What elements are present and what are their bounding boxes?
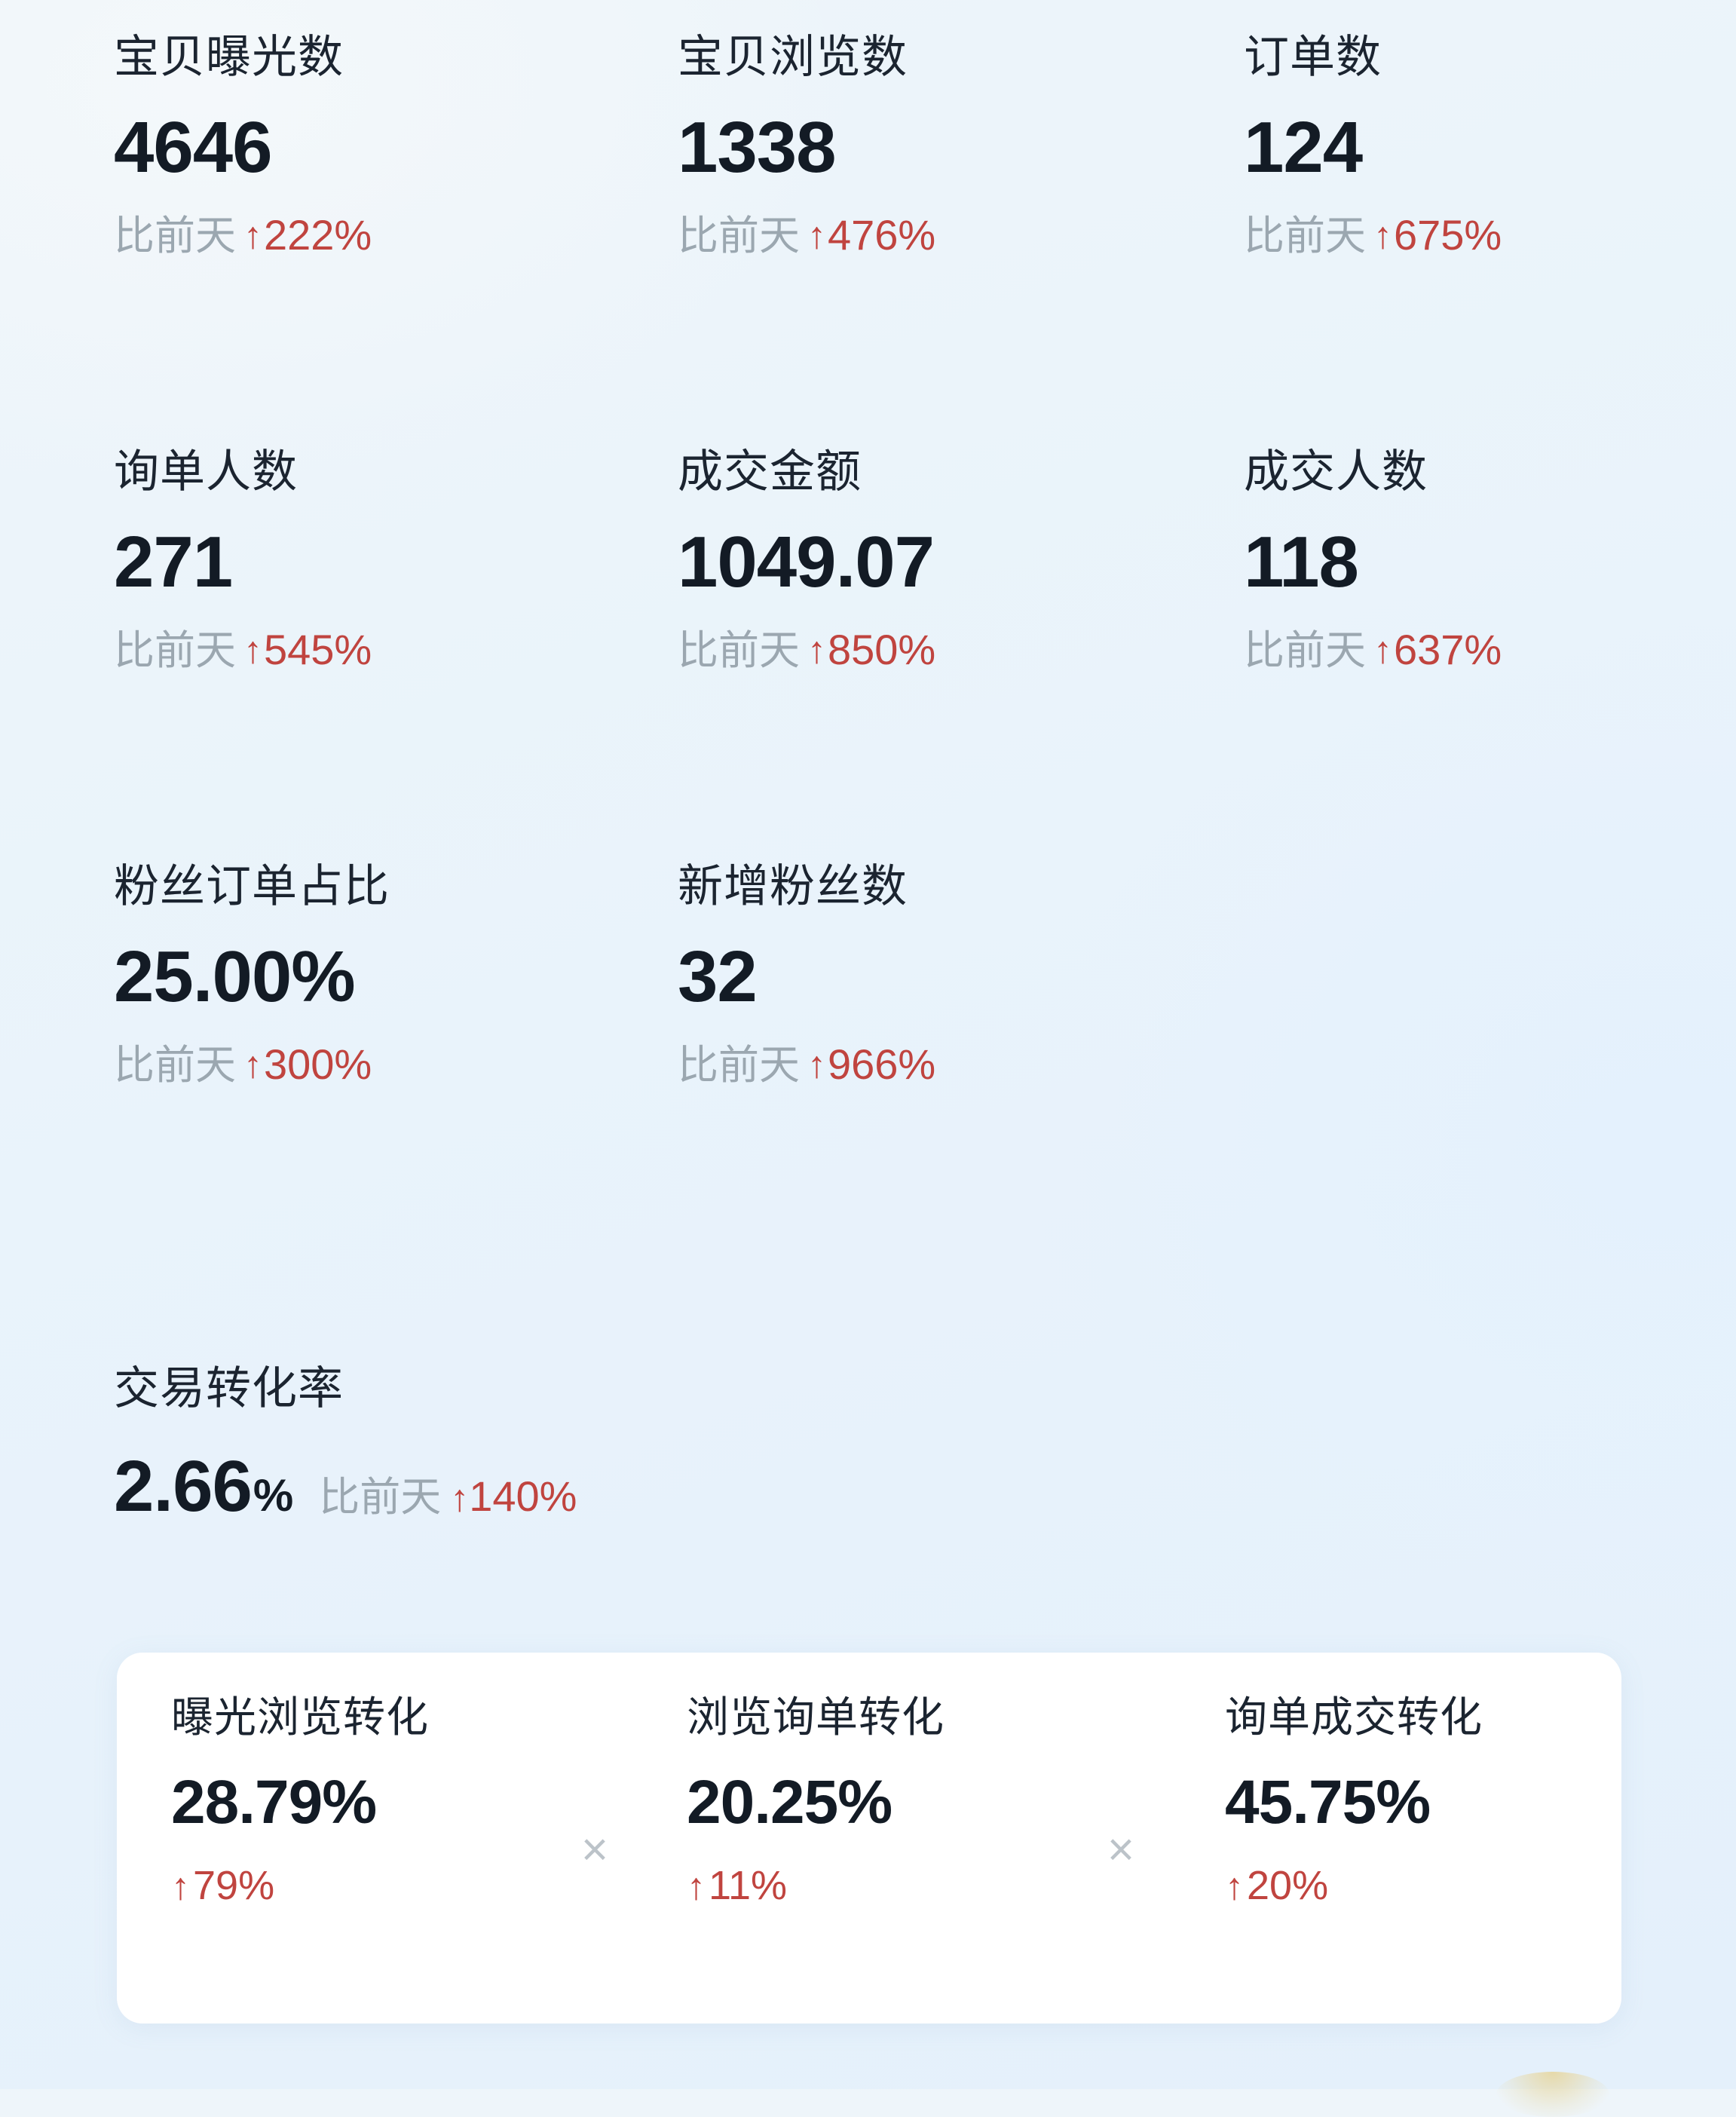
metric-label: 订单数 — [1244, 32, 1382, 82]
decorative-shape — [1496, 2072, 1609, 2117]
funnel-step-baoguang-liulan[interactable]: 曝光浏览转化 28.79% ↑79% — [117, 1693, 547, 1907]
arrow-up-icon: ↑ — [687, 1865, 706, 1907]
metric-card-chengjiao-jine[interactable]: 成交金额 1049.07 比前天 ↑ 850% — [566, 449, 1132, 864]
compare-label: 比前天 — [114, 213, 236, 259]
compare-label: 比前天 — [1244, 213, 1366, 259]
metric-value: 1338 — [678, 107, 837, 188]
metric-card-xundan-renshu[interactable]: 询单人数 271 比前天 ↑ 545% — [0, 449, 566, 864]
trade-conversion-label: 交易转化率 — [114, 1363, 344, 1414]
delta-value: 222% — [264, 211, 372, 259]
funnel-step-label: 询单成交转化 — [1225, 1693, 1483, 1741]
metric-delta: 比前天 ↑ 850% — [678, 626, 1132, 673]
metric-label: 询单人数 — [114, 446, 298, 497]
metric-value: 118 — [1244, 522, 1359, 602]
multiply-icon: × — [580, 1824, 609, 1876]
metric-label: 新增粉丝数 — [678, 861, 908, 911]
arrow-up-icon: ↑ — [450, 1477, 470, 1519]
delta-value: 300% — [264, 1040, 372, 1088]
funnel-step-xundan-chengjiao[interactable]: 询单成交转化 45.75% ↑20% — [1169, 1693, 1599, 1907]
metric-card-fensi-dingdan-zhanbi[interactable]: 粉丝订单占比 25.00% 比前天 ↑ 300% — [0, 864, 566, 1279]
arrow-up-icon: ↑ — [243, 214, 262, 256]
metric-delta: 比前天 ↑ 545% — [114, 626, 566, 673]
metric-label: 宝贝浏览数 — [678, 32, 908, 82]
metrics-grid: 宝贝曝光数 4646 比前天 ↑ 222% 宝贝浏览数 1338 比前天 ↑ 4… — [0, 35, 1736, 1279]
multiply-icon: × — [1107, 1824, 1135, 1876]
metrics-row-3: 粉丝订单占比 25.00% 比前天 ↑ 300% 新增粉丝数 32 比前天 ↑ … — [0, 864, 1736, 1279]
compare-label: 比前天 — [678, 1043, 800, 1088]
metric-label: 成交金额 — [678, 446, 862, 497]
metric-delta: 比前天 ↑ 476% — [678, 211, 1132, 259]
trade-conversion-value: 2.66 — [114, 1446, 253, 1527]
metric-value: 124 — [1244, 107, 1363, 188]
metric-card-xinzeng-fensi[interactable]: 新增粉丝数 32 比前天 ↑ 966% — [566, 864, 1132, 1279]
delta-value: 850% — [828, 626, 936, 673]
arrow-up-icon: ↑ — [807, 629, 826, 671]
compare-label: 比前天 — [678, 628, 800, 673]
funnel-step-label: 曝光浏览转化 — [171, 1693, 429, 1741]
arrow-up-icon: ↑ — [243, 629, 262, 671]
delta-value: 79% — [193, 1863, 275, 1908]
compare-label: 比前天 — [114, 628, 236, 673]
funnel-step-delta: ↑11% — [687, 1865, 1073, 1906]
funnel-step-delta: ↑79% — [171, 1865, 547, 1906]
trade-conversion-row: 2.66 % 比前天 ↑ 140% — [114, 1451, 577, 1523]
metric-label: 粉丝订单占比 — [114, 861, 390, 911]
metric-value: 32 — [678, 936, 758, 1017]
metric-label: 成交人数 — [1244, 446, 1428, 497]
delta-value: 140% — [469, 1472, 577, 1520]
funnel-card: 曝光浏览转化 28.79% ↑79% × 浏览询单转化 20.25% ↑11% … — [117, 1653, 1621, 2024]
arrow-up-icon: ↑ — [171, 1865, 190, 1907]
metric-value: 1049.07 — [678, 522, 935, 602]
metric-card-baobei-baoguang[interactable]: 宝贝曝光数 4646 比前天 ↑ 222% — [0, 35, 566, 449]
arrow-up-icon: ↑ — [243, 1043, 262, 1086]
metric-value: 25.00% — [114, 936, 356, 1017]
delta-value: 476% — [828, 211, 936, 259]
delta-value: 675% — [1394, 211, 1502, 259]
delta-value: 11% — [709, 1863, 788, 1908]
metric-delta: 比前天 ↑ 675% — [1244, 211, 1698, 259]
metric-delta: 比前天 ↑ 966% — [678, 1043, 1132, 1086]
compare-label: 比前天 — [678, 213, 800, 259]
funnel-step-liulan-xundan[interactable]: 浏览询单转化 20.25% ↑11% — [643, 1693, 1073, 1907]
funnel-step-delta: ↑20% — [1225, 1865, 1599, 1906]
trade-conversion-block[interactable]: 交易转化率 2.66 % 比前天 ↑ 140% — [114, 1366, 577, 1523]
metric-value: 271 — [114, 522, 233, 602]
delta-value: 545% — [264, 626, 372, 673]
funnel-step-value: 20.25% — [687, 1768, 892, 1837]
metric-delta: 比前天 ↑ 300% — [114, 1043, 566, 1086]
metric-label: 宝贝曝光数 — [114, 32, 344, 82]
metric-card-dingdanshu[interactable]: 订单数 124 比前天 ↑ 675% — [1132, 35, 1698, 449]
arrow-up-icon: ↑ — [1373, 629, 1392, 671]
metric-card-baobei-liulan[interactable]: 宝贝浏览数 1338 比前天 ↑ 476% — [566, 35, 1132, 449]
delta-value: 20% — [1247, 1863, 1329, 1908]
compare-label: 比前天 — [1244, 628, 1366, 673]
metric-card-chengjiao-renshu[interactable]: 成交人数 118 比前天 ↑ 637% — [1132, 449, 1698, 864]
trade-conversion-unit: % — [253, 1470, 294, 1521]
metric-delta: 比前天 ↑ 637% — [1244, 626, 1698, 673]
delta-value: 966% — [828, 1040, 936, 1088]
funnel-step-value: 45.75% — [1225, 1768, 1431, 1837]
arrow-up-icon: ↑ — [807, 1043, 826, 1086]
arrow-up-icon: ↑ — [1225, 1865, 1244, 1907]
compare-label: 比前天 — [114, 1043, 236, 1088]
metrics-row-2: 询单人数 271 比前天 ↑ 545% 成交金额 1049.07 比前天 ↑ 8… — [0, 449, 1736, 864]
funnel-step-value: 28.79% — [171, 1768, 377, 1837]
funnel-step-label: 浏览询单转化 — [687, 1693, 945, 1741]
metrics-row-1: 宝贝曝光数 4646 比前天 ↑ 222% 宝贝浏览数 1338 比前天 ↑ 4… — [0, 35, 1736, 449]
delta-value: 637% — [1394, 626, 1502, 673]
arrow-up-icon: ↑ — [1373, 214, 1392, 256]
metric-delta: 比前天 ↑ 222% — [114, 211, 566, 259]
arrow-up-icon: ↑ — [807, 214, 826, 256]
metric-value: 4646 — [114, 107, 273, 188]
compare-label: 比前天 — [319, 1475, 442, 1520]
